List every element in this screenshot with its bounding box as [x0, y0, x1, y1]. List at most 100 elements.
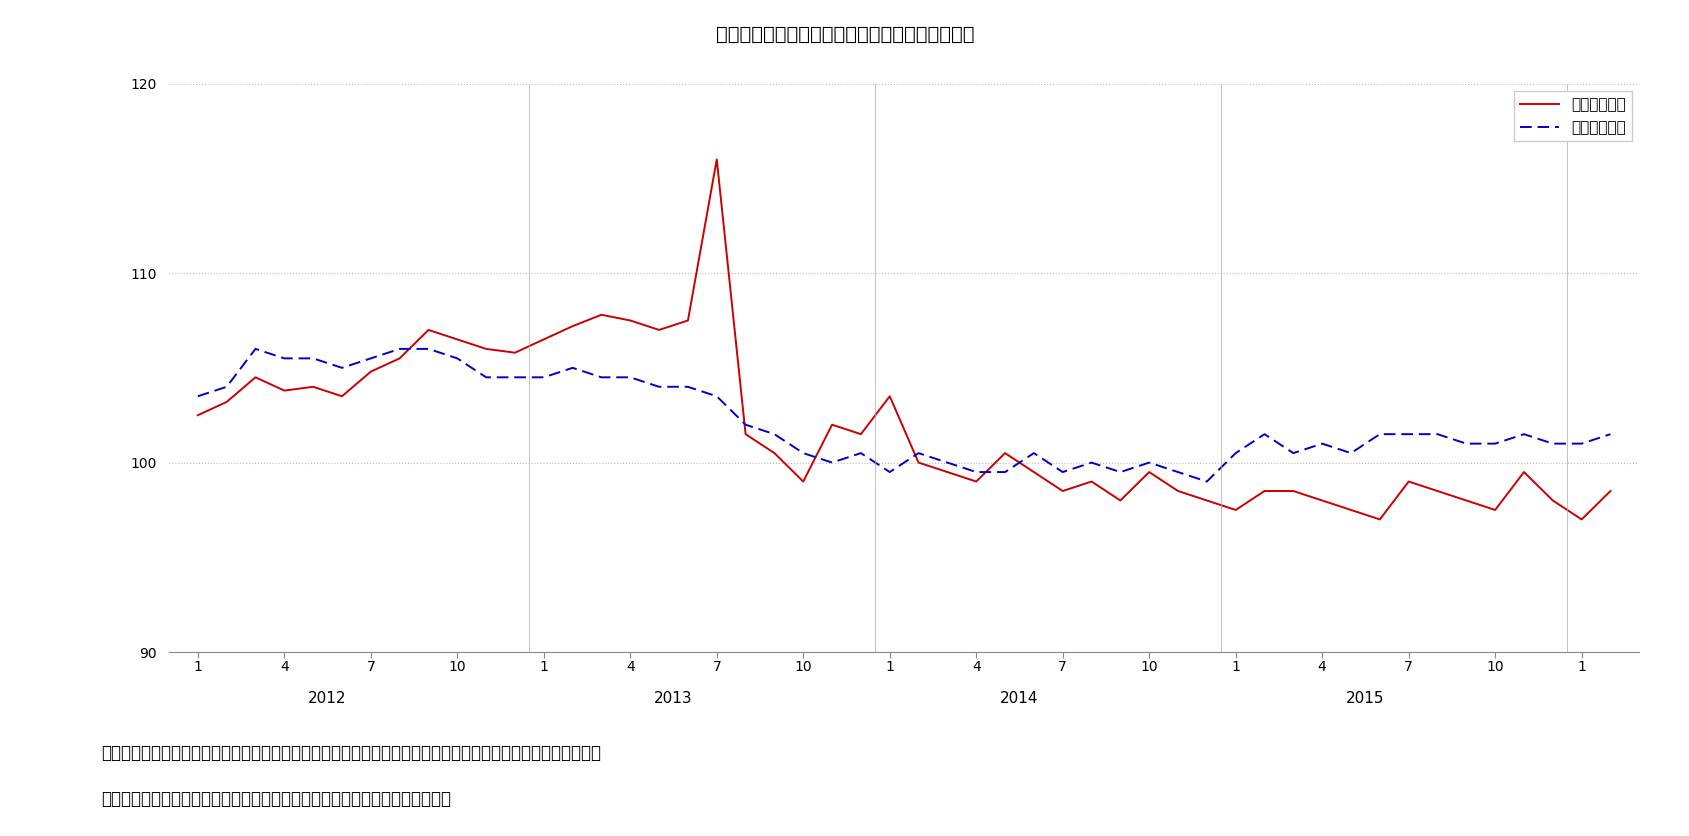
- Line: 消費水準指数: 消費水準指数: [198, 160, 1610, 519]
- Text: （資料）総務省「家計調査」および厚生労働省「毎月勤労統計調査」より作成: （資料）総務省「家計調査」および厚生労働省「毎月勤労統計調査」より作成: [101, 790, 451, 808]
- 消費水準指数: [620, 315, 640, 325]
- 実質賃金指数: [1542, 439, 1562, 449]
- 消費水準指数: [1485, 505, 1505, 515]
- 実質賃金指数: [476, 372, 497, 382]
- 消費水準指数: [534, 334, 554, 344]
- Text: 図表１　消費水準指数および実質賃金指数の推移: 図表１ 消費水準指数および実質賃金指数の推移: [716, 25, 973, 44]
- 実質賃金指数: [966, 467, 986, 477]
- 実質賃金指数: [448, 354, 468, 364]
- 実質賃金指数: [649, 382, 669, 392]
- 実質賃金指数: [1398, 429, 1419, 439]
- 実質賃金指数: [878, 467, 899, 477]
- 消費水準指数: [302, 382, 323, 392]
- 消費水準指数: [448, 334, 468, 344]
- 実質賃金指数: [591, 372, 611, 382]
- Text: 2014: 2014: [1000, 691, 1039, 706]
- 実質賃金指数: [620, 372, 640, 382]
- 実質賃金指数: [706, 391, 726, 401]
- 消費水準指数: [331, 391, 351, 401]
- 実質賃金指数: [1225, 448, 1245, 458]
- 消費水準指数: [1456, 496, 1476, 506]
- 消費水準指数: [1571, 514, 1591, 524]
- 実質賃金指数: [937, 457, 958, 467]
- 実質賃金指数: [302, 354, 323, 364]
- 実質賃金指数: [187, 391, 208, 401]
- 実質賃金指数: [909, 448, 929, 458]
- 実質賃金指数: [1081, 457, 1101, 467]
- 実質賃金指数: [1024, 448, 1044, 458]
- 消費水準指数: [419, 325, 439, 335]
- 消費水準指数: [216, 397, 236, 407]
- 実質賃金指数: [216, 382, 236, 392]
- 消費水準指数: [360, 367, 380, 377]
- Text: 2013: 2013: [654, 691, 692, 706]
- 消費水準指数: [274, 385, 294, 395]
- Legend: 消費水準指数, 実質賃金指数: 消費水準指数, 実質賃金指数: [1513, 91, 1630, 141]
- 実質賃金指数: [562, 363, 583, 373]
- 消費水準指数: [735, 429, 755, 439]
- 実質賃金指数: [360, 354, 380, 364]
- 実質賃金指数: [850, 448, 870, 458]
- 実質賃金指数: [388, 344, 409, 354]
- 消費水準指数: [1253, 486, 1274, 496]
- 消費水準指数: [850, 429, 870, 439]
- 消費水準指数: [937, 467, 958, 477]
- 消費水準指数: [763, 448, 784, 458]
- 実質賃金指数: [792, 448, 812, 458]
- 消費水準指数: [706, 155, 726, 165]
- 消費水準指数: [966, 477, 986, 487]
- 消費水準指数: [1225, 505, 1245, 515]
- 実質賃金指数: [1485, 439, 1505, 449]
- 実質賃金指数: [1339, 448, 1360, 458]
- Text: 2012: 2012: [307, 691, 346, 706]
- 消費水準指数: [245, 372, 265, 382]
- 消費水準指数: [1052, 486, 1073, 496]
- 実質賃金指数: [995, 467, 1015, 477]
- 実質賃金指数: [1456, 439, 1476, 449]
- 消費水準指数: [1339, 505, 1360, 515]
- 実質賃金指数: [1513, 429, 1534, 439]
- 消費水準指数: [1599, 486, 1620, 496]
- 実質賃金指数: [245, 344, 265, 354]
- 消費水準指数: [591, 310, 611, 320]
- Line: 実質賃金指数: 実質賃金指数: [198, 349, 1610, 482]
- 消費水準指数: [1427, 486, 1447, 496]
- 消費水準指数: [1398, 477, 1419, 487]
- 消費水準指数: [995, 448, 1015, 458]
- 実質賃金指数: [677, 382, 698, 392]
- 消費水準指数: [878, 391, 899, 401]
- 実質賃金指数: [1571, 439, 1591, 449]
- 実質賃金指数: [1282, 448, 1302, 458]
- 実質賃金指数: [419, 344, 439, 354]
- 実質賃金指数: [1368, 429, 1388, 439]
- 消費水準指数: [505, 348, 525, 358]
- 実質賃金指数: [534, 372, 554, 382]
- 消費水準指数: [1542, 496, 1562, 506]
- 実質賃金指数: [1427, 429, 1447, 439]
- 消費水準指数: [1081, 477, 1101, 487]
- 実質賃金指数: [1167, 467, 1187, 477]
- 消費水準指数: [821, 420, 841, 430]
- 実質賃金指数: [763, 429, 784, 439]
- 消費水準指数: [1110, 496, 1130, 506]
- 消費水準指数: [1311, 496, 1331, 506]
- 実質賃金指数: [1138, 457, 1159, 467]
- 実質賃金指数: [1052, 467, 1073, 477]
- 実質賃金指数: [1311, 439, 1331, 449]
- 消費水準指数: [792, 477, 812, 487]
- 消費水準指数: [649, 325, 669, 335]
- 消費水準指数: [1282, 486, 1302, 496]
- 実質賃金指数: [1599, 429, 1620, 439]
- Text: （注）消費水準指数は世帯人員及び世帯主の年齢分布調整済、実質賃金指数は現金給与総額の季節調整済の値。: （注）消費水準指数は世帯人員及び世帯主の年齢分布調整済、実質賃金指数は現金給与総…: [101, 744, 601, 762]
- 消費水準指数: [677, 315, 698, 325]
- 消費水準指数: [1196, 496, 1216, 506]
- 実質賃金指数: [1110, 467, 1130, 477]
- 消費水準指数: [1368, 514, 1388, 524]
- 消費水準指数: [1513, 467, 1534, 477]
- 実質賃金指数: [821, 457, 841, 467]
- 実質賃金指数: [274, 354, 294, 364]
- 消費水準指数: [1024, 467, 1044, 477]
- 消費水準指数: [909, 457, 929, 467]
- 消費水準指数: [388, 354, 409, 364]
- 消費水準指数: [562, 321, 583, 331]
